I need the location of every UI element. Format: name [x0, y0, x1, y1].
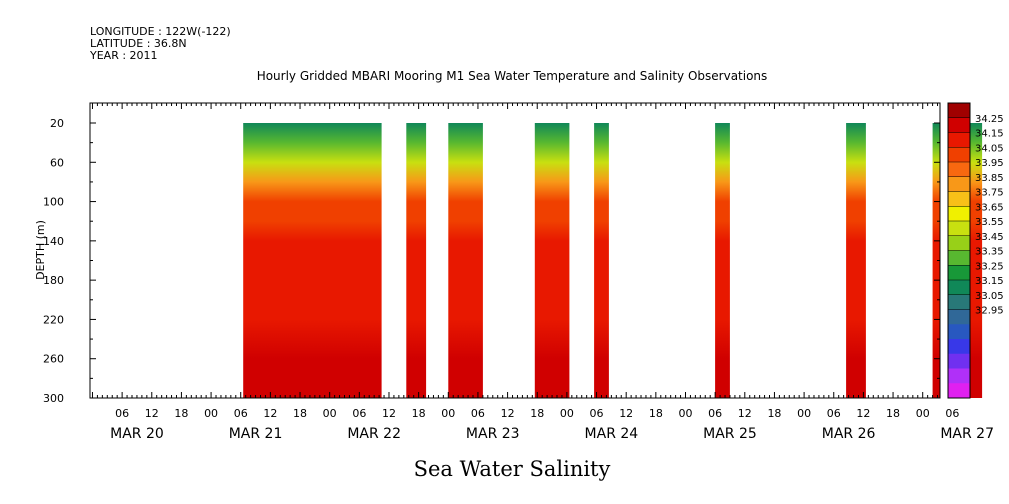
colorbar-cell: [948, 383, 970, 399]
x-tick-label: 12: [738, 407, 752, 420]
colorbar-cell: [948, 309, 970, 325]
day-label: MAR 22: [347, 426, 401, 442]
y-axis-label: DEPTH (m): [34, 220, 47, 280]
data-segment: [594, 123, 609, 398]
x-tick-label: 12: [263, 407, 277, 420]
plot-area: [243, 123, 983, 398]
data-segment: [534, 123, 570, 398]
colorbar-label: 33.05: [975, 291, 1004, 302]
colorbar-cell: [948, 162, 970, 178]
colorbar-cell: [948, 353, 970, 369]
day-label: MAR 27: [940, 426, 994, 442]
x-tick-label: 12: [501, 407, 515, 420]
colorbar-label: 33.55: [975, 217, 1004, 228]
y-tick-label: 180: [43, 274, 64, 287]
day-label: MAR 24: [585, 426, 639, 442]
colorbar-label: 33.25: [975, 261, 1004, 272]
day-label: MAR 23: [466, 426, 520, 442]
colorbar-label: 34.05: [975, 143, 1004, 154]
axes: 06 12 18 00 06 12 18 00 06 12 18 00 06 12 18 00 06 12 18 00…: [43, 102, 994, 442]
colorbar-cell: [948, 294, 970, 310]
x-tick-label: 00: [204, 407, 218, 420]
data-segment: [846, 123, 866, 398]
colorbar-cell: [948, 250, 970, 266]
colorbar-cell: [948, 147, 970, 163]
colorbar-cell: [948, 103, 970, 119]
y-tick-label: 260: [43, 353, 64, 366]
x-tick-label: 06: [827, 407, 841, 420]
x-tick-label: 00: [678, 407, 692, 420]
x-tick-label: 18: [174, 407, 188, 420]
chart-title: Hourly Gridded MBARI Mooring M1 Sea Wate…: [257, 69, 768, 83]
colorbar-cell: [948, 368, 970, 384]
variable-label: Sea Water Salinity: [414, 457, 611, 481]
y-tick-label: 220: [43, 313, 64, 326]
x-tick-label: 12: [145, 407, 159, 420]
colorbar-cell: [948, 235, 970, 251]
colorbar-cell: [948, 324, 970, 340]
x-tick-label: 06: [590, 407, 604, 420]
colorbar-label: 33.35: [975, 247, 1004, 258]
y-tick-label: 140: [43, 235, 64, 248]
x-tick-label: 06: [708, 407, 722, 420]
x-tick-label: 06: [115, 407, 129, 420]
x-tick-label: 06: [945, 407, 959, 420]
y-tick-label: 100: [43, 196, 64, 209]
colorbar-cell: [948, 191, 970, 207]
day-label: MAR 21: [229, 426, 283, 442]
x-tick-label: 18: [412, 407, 426, 420]
colorbar-label: 33.95: [975, 158, 1004, 169]
x-tick-label: 18: [767, 407, 781, 420]
y-tick-label: 300: [43, 392, 64, 405]
colorbar-label: 34.25: [975, 114, 1004, 125]
year-label: YEAR : 2011: [90, 49, 158, 62]
colorbar-cell: [948, 221, 970, 237]
day-label: MAR 25: [703, 426, 757, 442]
longitude-label: LONGITUDE : 122W(-122): [90, 25, 231, 38]
day-label: MAR 26: [822, 426, 876, 442]
x-tick-label: 06: [471, 407, 485, 420]
x-tick-label: 00: [323, 407, 337, 420]
colorbar-cell: [948, 206, 970, 222]
day-label: MAR 20: [110, 426, 164, 442]
x-tick-label: 18: [886, 407, 900, 420]
colorbar-label: 33.85: [975, 173, 1004, 184]
colorbar-cell: [948, 339, 970, 355]
x-tick-label: 12: [619, 407, 633, 420]
colorbar-label: 32.95: [975, 306, 1004, 317]
colorbar-cell: [948, 280, 970, 296]
colorbar-cell: [948, 117, 970, 133]
y-tick-label: 20: [50, 117, 64, 130]
x-tick-label: 12: [382, 407, 396, 420]
x-tick-label: 00: [560, 407, 574, 420]
x-tick-label: 06: [352, 407, 366, 420]
colorbar-label: 34.15: [975, 129, 1004, 140]
x-tick-label: 00: [916, 407, 930, 420]
x-tick-label: 12: [856, 407, 870, 420]
data-segment: [969, 123, 983, 398]
data-segment: [406, 123, 427, 398]
x-tick-label: 00: [441, 407, 455, 420]
plot-frame: [89, 102, 941, 399]
y-tick-label: 60: [50, 156, 64, 169]
data-segment: [448, 123, 483, 398]
data-segment: [932, 123, 940, 398]
x-tick-label: 18: [530, 407, 544, 420]
data-segment: [715, 123, 730, 398]
data-segment: [243, 123, 382, 398]
colorbar-cell: [948, 176, 970, 192]
x-tick-label: 18: [293, 407, 307, 420]
colorbar-cell: [948, 265, 970, 281]
colorbar: 34.25 34.15 34.05 33.95 33.85 33.75 33.65 33.55…: [947, 102, 1004, 399]
colorbar-label: 33.45: [975, 232, 1004, 243]
x-tick-label: 00: [797, 407, 811, 420]
colorbar-label: 33.15: [975, 276, 1004, 287]
x-tick-label: 06: [234, 407, 248, 420]
x-tick-label: 18: [649, 407, 663, 420]
latitude-label: LATITUDE : 36.8N: [90, 37, 187, 50]
colorbar-cell: [948, 132, 970, 148]
colorbar-label: 33.65: [975, 202, 1004, 213]
colorbar-label: 33.75: [975, 188, 1004, 199]
